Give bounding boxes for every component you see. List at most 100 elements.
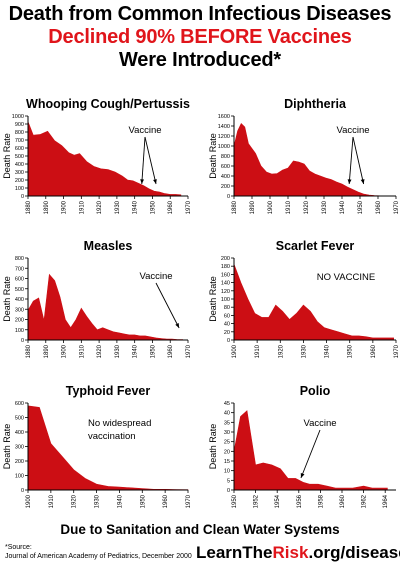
data-area: [27, 273, 183, 341]
x-tick-label: 1910: [49, 494, 55, 508]
y-axis-label: Death Rate: [208, 424, 218, 470]
annotation-arrowhead: [140, 179, 144, 184]
y-axis-label: Death Rate: [208, 276, 218, 322]
x-tick-label: 1970: [186, 494, 192, 508]
y-tick-label: 40: [224, 411, 230, 417]
x-tick-label: 1960: [371, 344, 377, 358]
x-tick-label: 1900: [268, 200, 274, 214]
y-tick-label: 800: [221, 154, 230, 160]
x-tick-label: 1910: [79, 200, 85, 214]
annotation-arrowhead: [347, 179, 352, 184]
x-tick-label: 1920: [278, 344, 284, 358]
x-tick-label: 1960: [376, 200, 382, 214]
y-tick-label: 45: [224, 401, 230, 407]
y-tick-label: 60: [224, 313, 230, 319]
y-tick-label: 0: [21, 488, 24, 494]
y-tick-label: 400: [15, 162, 24, 168]
x-tick-label: 1950: [348, 344, 354, 358]
y-tick-label: 400: [15, 297, 24, 303]
y-tick-label: 5: [227, 478, 230, 484]
y-tick-label: 1000: [12, 114, 24, 120]
y-tick-label: 0: [21, 194, 24, 200]
source-text: Journal of American Academy of Pediatric…: [5, 553, 192, 560]
x-tick-label: 1970: [394, 344, 400, 358]
x-tick-label: 1930: [115, 344, 121, 358]
x-tick-label: 1964: [383, 494, 389, 508]
chart-panel-3: Measles Death Rate 0 100 200 300 400 500 600 700 8…: [2, 239, 192, 358]
y-axis-label: Death Rate: [2, 424, 12, 470]
annotation-arrowhead: [153, 179, 157, 184]
y-axis-label: Death Rate: [2, 276, 12, 322]
x-tick-label: 1970: [394, 200, 400, 214]
y-tick-label: 120: [221, 289, 230, 295]
annotation-arrow: [300, 429, 321, 479]
y-tick-label: 1200: [218, 134, 230, 140]
x-tick-label: 1954: [275, 494, 281, 508]
annotation: Vaccine: [303, 418, 336, 429]
y-tick-label: 160: [221, 272, 230, 278]
chart-title: Typhoid Fever: [66, 384, 151, 398]
y-tick-label: 140: [221, 281, 230, 287]
x-tick-label: 1950: [358, 200, 364, 214]
annotation: Vaccine: [336, 125, 369, 136]
x-tick-label: 1940: [325, 344, 331, 358]
x-tick-label: 1930: [95, 494, 101, 508]
y-tick-label: 1600: [218, 114, 230, 120]
chart-panel-5: Typhoid Fever Death Rate 0 100 200 300 400 500 6…: [2, 384, 192, 508]
y-tick-label: 200: [221, 256, 230, 262]
y-tick-label: 200: [221, 184, 230, 190]
source-label: *Source:: [5, 544, 32, 551]
x-tick-label: 1960: [168, 344, 174, 358]
footer-tagline: Due to Sanitation and Clean Water System…: [60, 522, 340, 537]
y-tick-label: 600: [15, 401, 24, 407]
site-part-2: Risk: [272, 543, 309, 562]
chart-title: Measles: [84, 239, 133, 253]
x-tick-label: 1940: [133, 200, 139, 214]
annotation: Vaccine: [128, 125, 161, 136]
x-tick-label: 1910: [255, 344, 261, 358]
x-tick-label: 1958: [318, 494, 324, 508]
x-tick-label: 1880: [232, 200, 238, 214]
x-tick-label: 1920: [304, 200, 310, 214]
annotation-arrow: [141, 136, 146, 185]
x-tick-label: 1940: [340, 200, 346, 214]
y-tick-label: 10: [224, 469, 230, 475]
y-tick-label: 200: [15, 318, 24, 324]
y-axis-label: Death Rate: [2, 133, 12, 179]
x-tick-label: 1900: [62, 200, 68, 214]
x-tick-label: 1910: [286, 200, 292, 214]
y-tick-label: 700: [15, 266, 24, 272]
y-tick-label: 200: [15, 459, 24, 465]
y-tick-label: 500: [15, 154, 24, 160]
chart-title: Polio: [300, 384, 331, 398]
y-tick-label: 800: [15, 130, 24, 136]
x-tick-label: 1950: [150, 344, 156, 358]
site-link[interactable]: LearnTheRisk.org/diseases: [196, 543, 400, 563]
x-tick-label: 1970: [186, 344, 192, 358]
x-tick-label: 1920: [72, 494, 78, 508]
annotation-arrow: [348, 136, 354, 185]
x-tick-label: 1920: [97, 344, 103, 358]
annotation-arrowhead: [175, 323, 180, 328]
x-tick-label: 1970: [186, 200, 192, 214]
data-area: [233, 410, 388, 491]
y-tick-label: 80: [224, 305, 230, 311]
y-tick-label: 25: [224, 440, 230, 446]
annotation-arrow: [352, 136, 365, 185]
y-tick-label: 30: [224, 430, 230, 436]
y-tick-label: 600: [221, 164, 230, 170]
x-tick-label: 1940: [133, 344, 139, 358]
x-tick-label: 1950: [150, 200, 156, 214]
annotation: Vaccine: [139, 271, 172, 282]
chart-panel-6: Polio Death Rate 0 5 10 15 20 25 30 35 40 45 1950 195…: [208, 384, 396, 508]
y-tick-label: 40: [224, 322, 230, 328]
header-line-2: Declined 90% BEFORE Vaccines: [48, 26, 352, 48]
chart-panel-1: Whooping Cough/Pertussis Death Rate 0 100 20…: [2, 97, 192, 214]
y-tick-label: 1000: [218, 144, 230, 150]
chart-title: Whooping Cough/Pertussis: [26, 97, 190, 111]
site-part-1: LearnThe: [196, 543, 273, 562]
y-tick-label: 20: [224, 330, 230, 336]
y-tick-label: 300: [15, 170, 24, 176]
annotation-arrow: [155, 282, 180, 329]
